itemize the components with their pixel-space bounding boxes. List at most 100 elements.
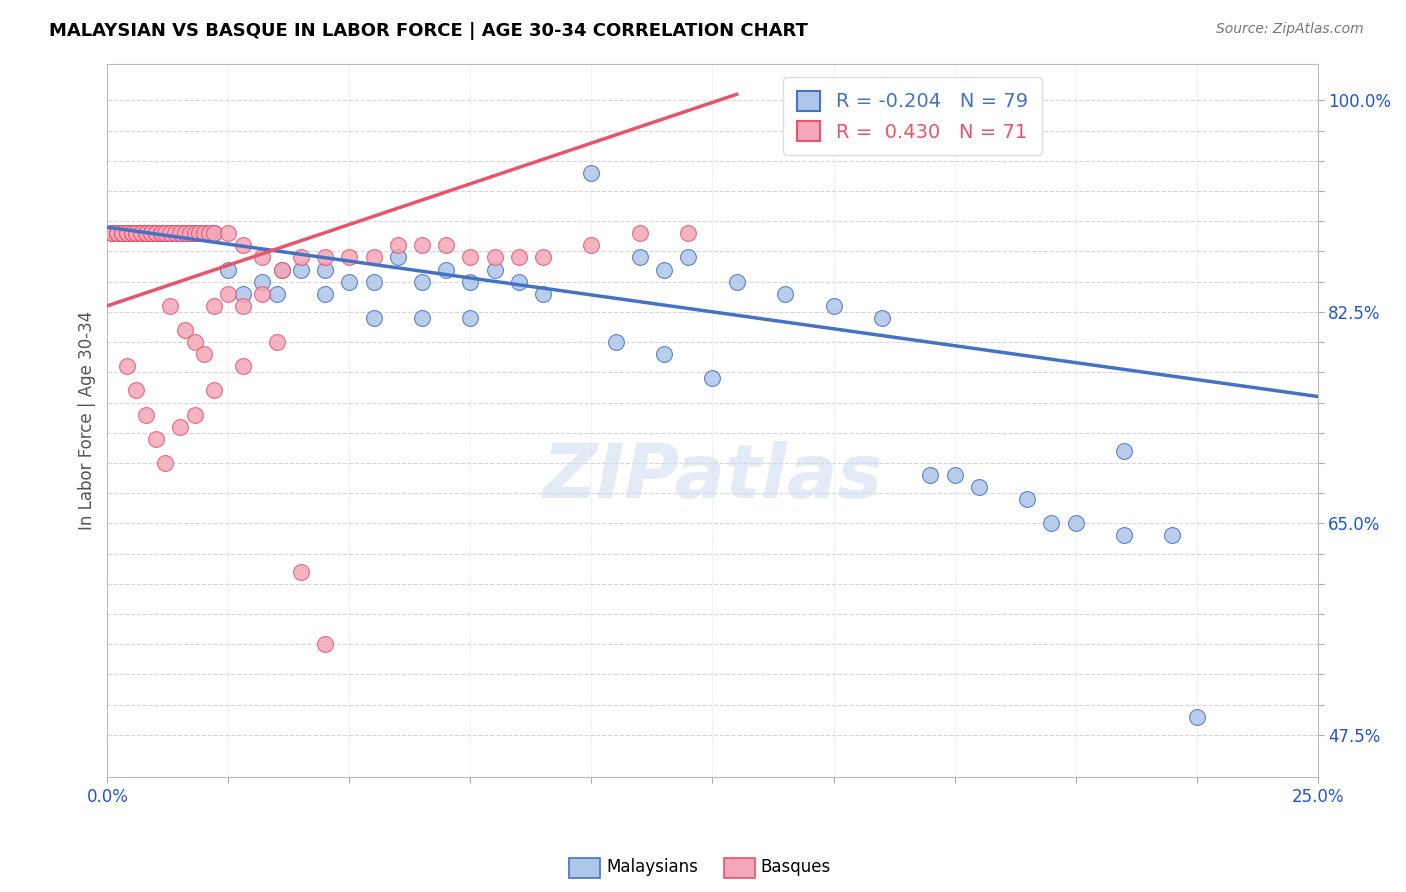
Point [115,227,138,241]
Point [149,227,172,241]
Point [725,275,748,289]
Point [270,262,292,277]
Point [135,408,157,422]
Text: Basques: Basques [761,858,831,876]
Point [252,251,274,265]
Point [173,227,195,241]
Point [411,310,433,325]
Point [363,310,385,325]
Point [193,227,215,241]
Point [652,347,675,361]
Point [105,227,128,241]
Point [217,227,239,241]
Point [101,227,124,241]
Point [967,480,990,494]
Point [129,227,152,241]
Point [198,227,221,241]
Y-axis label: In Labor Force | Age 30-34: In Labor Force | Age 30-34 [79,311,96,530]
Point [145,227,167,241]
Point [179,227,201,241]
Point [101,227,124,241]
Point [484,251,506,265]
Point [115,359,138,374]
Point [115,227,138,241]
Point [145,227,167,241]
Point [149,227,172,241]
Point [1185,710,1208,724]
Point [183,408,205,422]
Point [314,251,336,265]
Point [188,227,211,241]
Point [290,565,312,579]
Point [202,227,225,241]
Point [508,275,530,289]
Point [129,227,152,241]
Point [339,251,361,265]
Point [139,227,162,241]
Point [105,227,128,241]
Point [531,251,554,265]
Point [266,334,288,349]
Text: ZIPatlas: ZIPatlas [543,442,883,514]
Point [145,432,167,446]
Point [121,227,143,241]
Legend: R = -0.204   N = 79, R =  0.430   N = 71: R = -0.204 N = 79, R = 0.430 N = 71 [783,78,1042,155]
Point [125,227,148,241]
Point [101,227,124,241]
Point [290,251,312,265]
Point [314,637,336,651]
Point [339,275,361,289]
Point [145,227,167,241]
Point [581,166,603,180]
Point [252,286,274,301]
Point [202,384,225,398]
Point [135,227,157,241]
Point [217,286,239,301]
Point [121,227,143,241]
Point [173,323,195,337]
Point [135,227,157,241]
Point [605,334,627,349]
Point [115,227,138,241]
Point [363,251,385,265]
Point [870,310,893,325]
Point [139,227,162,241]
Point [652,262,675,277]
Point [314,262,336,277]
Text: MALAYSIAN VS BASQUE IN LABOR FORCE | AGE 30-34 CORRELATION CHART: MALAYSIAN VS BASQUE IN LABOR FORCE | AGE… [49,22,808,40]
Point [773,286,796,301]
Point [155,227,177,241]
Point [266,286,288,301]
Point [252,275,274,289]
Point [232,359,254,374]
Point [460,310,482,325]
Point [183,227,205,241]
Point [155,227,177,241]
Point [1064,516,1087,531]
Point [434,262,457,277]
Point [169,227,191,241]
Point [145,227,167,241]
Point [678,251,700,265]
Point [823,299,845,313]
Point [135,227,157,241]
Point [411,275,433,289]
Point [531,286,554,301]
Point [193,227,215,241]
Point [179,227,201,241]
Point [121,227,143,241]
Point [169,227,191,241]
Point [139,227,162,241]
Point [702,371,724,385]
Point [232,286,254,301]
Point [202,299,225,313]
Point [232,238,254,252]
Point [155,227,177,241]
Point [169,419,191,434]
Point [165,227,187,241]
Point [125,384,148,398]
Point [1040,516,1063,531]
Point [1112,528,1135,542]
Point [165,227,187,241]
Point [508,251,530,265]
